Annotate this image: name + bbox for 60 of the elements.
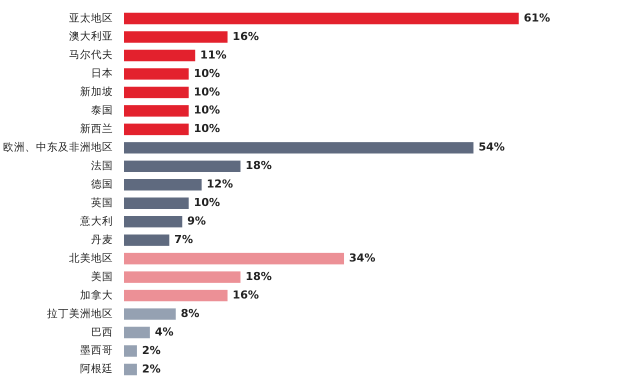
bar: [124, 345, 137, 357]
y-tick-label: 英国: [91, 196, 113, 209]
y-tick-label: 亚太地区: [69, 11, 113, 24]
data-label: 2%: [142, 344, 161, 357]
bar: [124, 308, 176, 320]
data-label: 12%: [206, 178, 233, 191]
data-label: 18%: [245, 270, 272, 283]
data-label: 9%: [187, 214, 206, 228]
bar: [124, 31, 228, 43]
data-label: 2%: [142, 362, 161, 376]
y-tick-label: 意大利: [79, 214, 113, 228]
y-tick-label: 加拿大: [80, 288, 113, 302]
bar: [124, 234, 170, 246]
y-tick-label: 德国: [91, 178, 113, 190]
data-label: 16%: [232, 30, 259, 43]
data-label: 10%: [194, 196, 220, 210]
data-label: 54%: [478, 140, 505, 154]
y-tick-label: 新西兰: [80, 122, 113, 136]
bar: [124, 290, 228, 302]
y-tick-label: 澳大利亚: [69, 30, 113, 43]
bar: [124, 12, 519, 24]
bar: [124, 142, 474, 154]
data-label: 10%: [194, 104, 220, 117]
y-tick-label: 丹麦: [91, 232, 113, 246]
y-tick-label: 巴西: [91, 326, 113, 338]
bar: [124, 68, 189, 80]
data-label: 34%: [349, 252, 376, 265]
bar: [124, 86, 189, 98]
y-tick-label: 新加坡: [80, 85, 113, 98]
bar: [124, 160, 240, 172]
bar: [124, 179, 202, 190]
data-label: 4%: [154, 325, 174, 338]
bar: [124, 364, 137, 376]
y-tick-label: 拉丁美洲地区: [47, 306, 113, 320]
bar: [124, 124, 189, 136]
bar: [124, 105, 189, 117]
bar: [124, 216, 182, 228]
bar: [124, 50, 196, 62]
data-label: 18%: [245, 159, 272, 172]
data-label: 16%: [232, 288, 259, 302]
bar: [124, 271, 240, 283]
data-label: 61%: [524, 11, 550, 24]
y-tick-label: 北美地区: [69, 251, 113, 264]
y-tick-label: 马尔代夫: [69, 48, 113, 62]
bar: [124, 198, 189, 209]
y-tick-label: 欧洲、中东及非洲地区: [3, 140, 113, 154]
y-tick-label: 泰国: [91, 104, 113, 117]
y-tick-label: 日本: [91, 66, 113, 80]
y-tick-label: 法国: [91, 159, 113, 172]
y-tick-label: 美国: [91, 270, 113, 283]
bar: [124, 252, 344, 264]
data-label: 8%: [180, 306, 200, 320]
data-label: 11%: [200, 48, 227, 62]
data-label: 10%: [194, 122, 220, 136]
data-label: 7%: [174, 233, 193, 246]
data-label: 10%: [194, 85, 220, 98]
data-label: 10%: [194, 66, 220, 80]
y-tick-label: 阿根廷: [80, 363, 113, 376]
y-tick-label: 墨西哥: [80, 344, 113, 357]
bar: [124, 326, 150, 338]
